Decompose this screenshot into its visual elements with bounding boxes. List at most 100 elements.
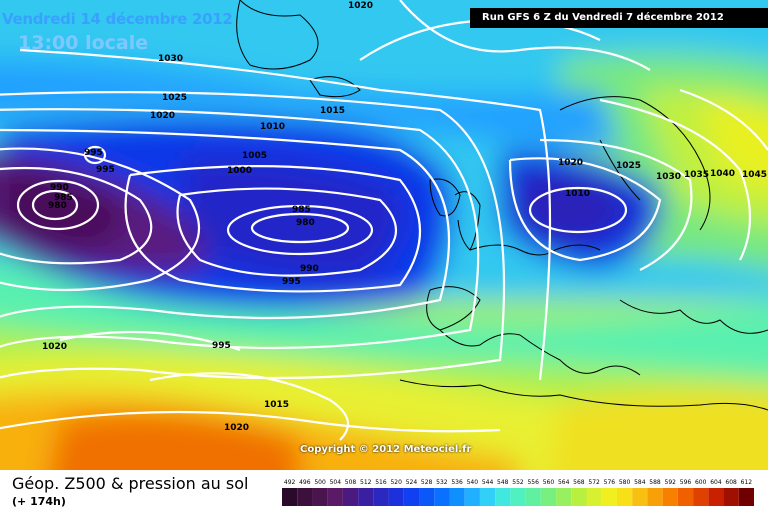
isobar-label: 1005 <box>242 151 267 161</box>
scale-tick-label: 580 <box>619 479 631 486</box>
scale-tick-label: 540 <box>467 479 479 486</box>
scale-swatch <box>738 488 754 506</box>
scale-tick-label: 532 <box>436 479 448 486</box>
scale-tick-label: 492 <box>284 479 296 486</box>
isobar-label: 1045 <box>742 170 767 180</box>
isobar-label: 1040 <box>710 169 735 179</box>
scale-tick-label: 592 <box>665 479 677 486</box>
scale-swatch <box>662 488 678 506</box>
isobar-label: 1025 <box>616 161 641 171</box>
scale-tick-label: 596 <box>680 479 692 486</box>
isobar-label: 1000 <box>227 166 252 176</box>
scale-tick-label: 544 <box>482 479 494 486</box>
isobar-label: 1015 <box>264 400 289 410</box>
isobar-label: 995 <box>84 148 103 158</box>
scale-swatch <box>373 488 389 506</box>
scale-swatch <box>327 488 343 506</box>
scale-tick-label: 588 <box>649 479 661 486</box>
isobar-label: 1020 <box>558 158 583 168</box>
isobar-label: 980 <box>296 218 315 228</box>
scale-swatch <box>358 488 374 506</box>
scale-swatch <box>723 488 739 506</box>
scale-tick-label: 512 <box>360 479 372 486</box>
scale-swatch <box>525 488 541 506</box>
scale-swatch <box>556 488 572 506</box>
scale-tick-label: 576 <box>604 479 616 486</box>
scale-swatch <box>540 488 557 506</box>
legend-subtitle: (+ 174h) <box>12 495 66 508</box>
scale-swatch <box>510 488 526 506</box>
scale-swatch <box>297 488 313 506</box>
scale-swatch <box>388 488 404 506</box>
isobar-label: 990 <box>50 183 69 193</box>
copyright-text: Copyright © 2012 Meteociel.fr <box>300 444 472 455</box>
scale-tick-label: 516 <box>375 479 387 486</box>
isobar-label: 1020 <box>348 1 373 11</box>
forecast-date-title: Vendredi 14 décembre 2012 <box>2 10 233 28</box>
scale-swatch <box>464 488 480 506</box>
scale-tick-label: 572 <box>588 479 600 486</box>
isobar-label: 1030 <box>656 172 681 182</box>
scale-swatch <box>282 488 298 506</box>
scale-tick-label: 560 <box>543 479 555 486</box>
scale-swatch <box>419 488 435 506</box>
scale-tick-label: 568 <box>573 479 585 486</box>
scale-tick-label: 608 <box>725 479 737 486</box>
scale-tick-label: 508 <box>345 479 357 486</box>
scale-swatch <box>434 488 450 506</box>
color-scale: 492 496 500 504 508 512 516 520 524 528 532 536 540 5… <box>282 479 754 506</box>
isobar-label: 1015 <box>320 106 345 116</box>
scale-swatch <box>632 488 648 506</box>
isobar-label: 1020 <box>42 342 67 352</box>
scale-tick-label: 600 <box>695 479 707 486</box>
isobar-label: 1010 <box>565 189 590 199</box>
isobar-label: 985 <box>292 205 311 215</box>
scale-swatch <box>677 488 694 506</box>
scale-tick-label: 504 <box>330 479 342 486</box>
scale-tick-label: 584 <box>634 479 646 486</box>
scale-tick-label: 536 <box>451 479 463 486</box>
isobar-label: 985 <box>54 193 73 203</box>
isobar-label: 995 <box>96 165 115 175</box>
isobar-label: 1020 <box>224 423 249 433</box>
scale-tick-label: 548 <box>497 479 509 486</box>
scale-swatch <box>616 488 633 506</box>
scale-swatch <box>403 488 420 506</box>
isobar-label: 995 <box>212 341 231 351</box>
scale-swatch <box>312 488 328 506</box>
scale-swatch <box>601 488 617 506</box>
isobar-label: 1025 <box>162 93 187 103</box>
scale-tick-label: 552 <box>512 479 524 486</box>
run-info-box: Run GFS 6 Z du Vendredi 7 décembre 2012 <box>470 8 768 28</box>
isobar-label: 1030 <box>158 54 183 64</box>
isobar-label: 1010 <box>260 122 285 132</box>
scale-tick-label: 500 <box>314 479 326 486</box>
legend-bar: Géop. Z500 & pression au sol (+ 174h) 49… <box>0 470 768 512</box>
scale-tick-label: 612 <box>741 479 753 486</box>
isobar-label: 1020 <box>150 111 175 121</box>
scale-tick-label: 604 <box>710 479 722 486</box>
scale-swatch <box>342 488 359 506</box>
isobar-label: 995 <box>282 277 301 287</box>
isobar-label: 1035 <box>684 170 709 180</box>
scale-tick-label: 524 <box>406 479 418 486</box>
scale-tick-label: 520 <box>390 479 402 486</box>
scale-swatch <box>479 488 496 506</box>
isobar-label: 980 <box>48 201 67 211</box>
isobar-labels: 1020 1030 1025 1020 1015 1010 1005 1000 … <box>42 1 767 433</box>
scale-swatch <box>495 488 511 506</box>
scale-swatch <box>586 488 602 506</box>
scale-swatch <box>693 488 709 506</box>
scale-swatch <box>571 488 587 506</box>
scale-tick-label: 564 <box>558 479 570 486</box>
isobars <box>0 0 768 440</box>
legend-title: Géop. Z500 & pression au sol <box>12 474 249 493</box>
scale-tick-label: 496 <box>299 479 311 486</box>
scale-tick-label: 556 <box>527 479 539 486</box>
forecast-time-title: 13:00 locale <box>18 32 149 54</box>
scale-swatch <box>449 488 465 506</box>
scale-tick-label: 528 <box>421 479 433 486</box>
scale-swatch <box>708 488 724 506</box>
geopotential-field <box>0 0 768 470</box>
isobar-label: 990 <box>300 264 319 274</box>
